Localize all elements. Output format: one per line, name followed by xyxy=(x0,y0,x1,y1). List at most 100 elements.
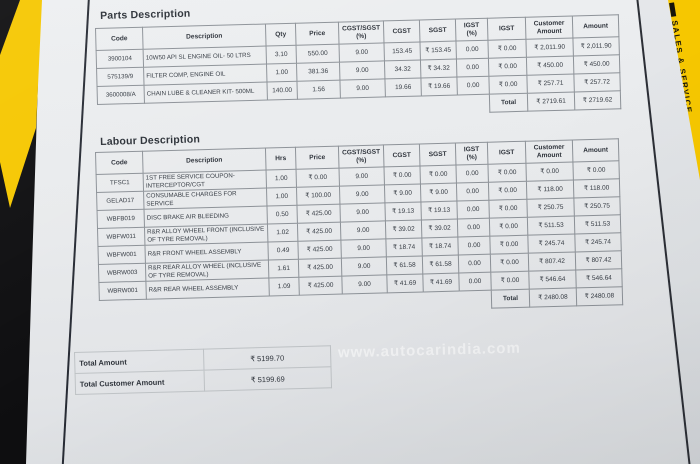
col-header-amount: Amount xyxy=(572,14,619,38)
cell-cgst-sgst: 9.00 xyxy=(339,166,385,187)
total-amount: ₹ 2719.62 xyxy=(574,90,621,110)
cell-amount: ₹ 807.42 xyxy=(575,250,622,270)
col-header-cgst-sgst: CGST/SGST (%) xyxy=(338,20,384,45)
cell-code: WBFW011 xyxy=(97,227,145,247)
cell-price: ₹ 0.00 xyxy=(296,168,340,188)
cell-code: WBFW001 xyxy=(97,245,146,265)
cell-igst: ₹ 0.00 xyxy=(490,253,529,273)
cell-customer-amount: ₹ 250.75 xyxy=(526,197,575,218)
cell-code: 575139/9 xyxy=(96,67,145,87)
cell-igst: 0.00 xyxy=(455,164,489,184)
cell-igst: 0.00 xyxy=(456,182,489,202)
col-header-igst: IGST (%) xyxy=(455,18,488,42)
col-header-hrs: Hrs xyxy=(265,147,297,171)
col-header-code: Code xyxy=(95,27,144,51)
cell-amount: ₹ 2,011.90 xyxy=(572,36,620,56)
cell-igst: 0.00 xyxy=(455,40,489,60)
summary-table: Total Amount ₹ 5199.70 Total Customer Am… xyxy=(74,345,332,395)
cell-igst: ₹ 0.00 xyxy=(490,271,530,291)
col-header-cgst-sgst: CGST/SGST (%) xyxy=(338,144,384,169)
cell-igst: ₹ 0.00 xyxy=(488,57,527,77)
cell-code: WBRW003 xyxy=(98,263,146,283)
cell-customer-amount: ₹ 118.00 xyxy=(526,179,574,200)
col-header-code: Code xyxy=(95,151,144,175)
cell-customer-amount: ₹ 2,011.90 xyxy=(525,37,574,58)
cell-amount: ₹ 118.00 xyxy=(573,178,620,198)
cell-igst: ₹ 0.00 xyxy=(489,217,528,237)
cell-sgst: ₹ 153.45 xyxy=(419,41,457,60)
cell-cgst-sgst: 9.00 xyxy=(339,60,385,81)
cell-sgst: ₹ 39.02 xyxy=(421,219,458,238)
cell-price: ₹ 425.00 xyxy=(297,240,342,260)
cell-customer-amount: ₹ 450.00 xyxy=(526,55,574,76)
cell-sgst: ₹ 41.69 xyxy=(422,273,460,292)
cell-cgst: ₹ 39.02 xyxy=(385,219,422,239)
cell-igst: ₹ 0.00 xyxy=(487,39,527,59)
labour-table: Code Description Hrs Price CGST/SGST (%) CGST… xyxy=(95,138,623,319)
cell-hrs: 0.49 xyxy=(267,241,299,260)
cell-cgst-sgst: 9.00 xyxy=(341,256,387,277)
col-header-description: Description xyxy=(142,148,267,174)
col-header-cgst: CGST xyxy=(383,20,420,43)
col-header-qty: Qty xyxy=(265,23,297,47)
cell-hrs: 1.00 xyxy=(266,187,297,207)
cell-amount: ₹ 250.75 xyxy=(573,196,621,216)
summary-table-wrap: Total Amount ₹ 5199.70 Total Customer Am… xyxy=(74,345,332,395)
cell-cgst: ₹ 61.58 xyxy=(386,255,423,275)
cell-price: ₹ 425.00 xyxy=(298,258,342,278)
total-customer-amount-value: ₹ 5199.69 xyxy=(204,366,332,392)
labour-table-wrap: Code Description Hrs Price CGST/SGST (%) CGST… xyxy=(95,138,623,319)
total-customer-amount: ₹ 2719.61 xyxy=(527,91,575,112)
total-customer-amount: ₹ 2480.08 xyxy=(529,287,577,308)
cell-code: WBFB019 xyxy=(97,209,145,229)
cell-cgst-sgst: 9.00 xyxy=(341,274,388,295)
cell-cgst: ₹ 9.00 xyxy=(384,183,421,203)
col-header-price: Price xyxy=(295,22,340,46)
cell-hrs: 1.61 xyxy=(268,259,299,278)
cell-cgst-sgst: 9.00 xyxy=(340,238,387,259)
parts-table-wrap: Code Description Qty Price CGST/SGST (%) CGST… xyxy=(95,14,621,123)
cell-cgst: ₹ 0.00 xyxy=(383,165,421,185)
cell-hrs: 1.02 xyxy=(267,223,298,243)
col-header-igst: IGST xyxy=(487,141,526,165)
cell-igst: ₹ 0.00 xyxy=(488,199,528,219)
cell-hrs: 1.09 xyxy=(268,277,300,296)
cell-sgst: ₹ 19.66 xyxy=(420,77,458,96)
cell-sgst: ₹ 0.00 xyxy=(419,165,457,184)
cell-igst: 0.00 xyxy=(457,218,490,238)
cell-igst: ₹ 0.00 xyxy=(488,181,527,201)
cell-cgst: ₹ 18.74 xyxy=(385,237,423,257)
cell-hrs: 1.00 xyxy=(266,169,297,189)
cell-igst: 0.00 xyxy=(458,272,492,292)
col-header-sgst: SGST xyxy=(419,19,456,42)
cell-code: 3900104 xyxy=(96,49,144,69)
parts-table: Code Description Qty Price CGST/SGST (%) CGST… xyxy=(95,14,621,123)
cell-sgst: ₹ 18.74 xyxy=(421,237,459,256)
total-customer-amount-label: Total Customer Amount xyxy=(75,370,205,395)
col-header-customer-amount: Customer Amount xyxy=(525,16,573,40)
cell-sgst: ₹ 61.58 xyxy=(422,255,459,274)
cell-cgst-sgst: 9.00 xyxy=(339,202,386,223)
cell-price: 550.00 xyxy=(296,44,340,64)
cell-qty: 1.00 xyxy=(266,63,297,83)
labour-section-title: Labour Description xyxy=(100,133,201,148)
total-label: Total xyxy=(489,93,528,113)
parts-section-title: Parts Description xyxy=(100,7,191,22)
cell-price: ₹ 425.00 xyxy=(298,276,343,296)
cell-cgst: 19.66 xyxy=(384,77,422,97)
cell-customer-amount: ₹ 546.64 xyxy=(528,269,577,290)
cell-qty: 140.00 xyxy=(266,81,298,101)
cell-amount: ₹ 546.64 xyxy=(575,268,623,288)
total-label: Total xyxy=(491,289,530,309)
cell-code: 3600008/A xyxy=(97,85,145,105)
watermark-text: www.autocarindia.com xyxy=(337,339,522,362)
cell-amount: ₹ 257.72 xyxy=(573,72,621,92)
cell-cgst-sgst: 9.00 xyxy=(339,42,385,63)
col-header-price: Price xyxy=(295,146,340,170)
cell-qty: 3.10 xyxy=(266,45,297,65)
col-header-cgst: CGST xyxy=(383,144,420,167)
cell-cgst-sgst: 9.00 xyxy=(340,220,386,241)
total-amount: ₹ 2480.08 xyxy=(576,286,623,306)
col-header-customer-amount: Customer Amount xyxy=(525,140,573,164)
cell-price: 1.56 xyxy=(296,80,341,100)
